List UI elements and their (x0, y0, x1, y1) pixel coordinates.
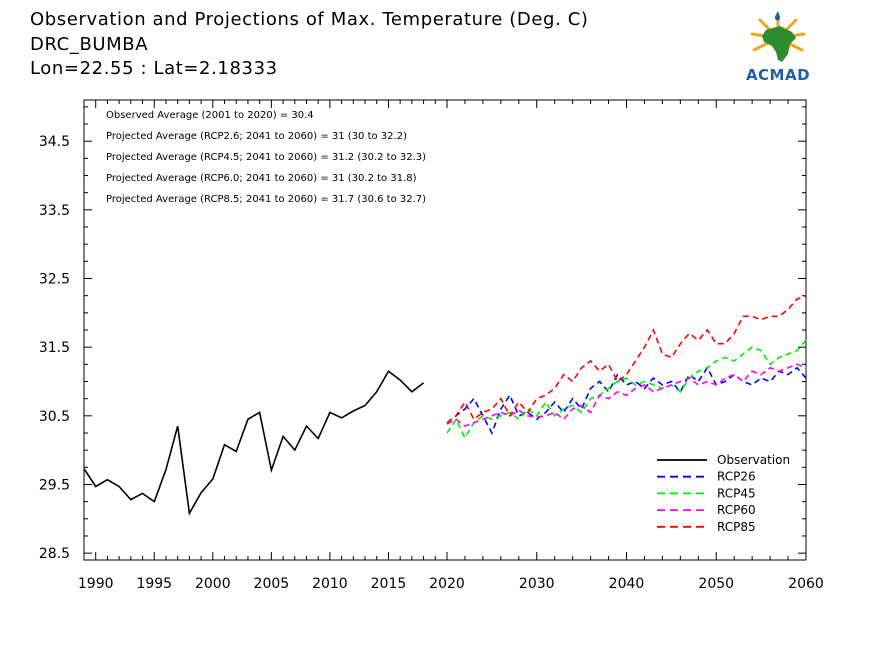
series-line-rcp85 (446, 294, 807, 424)
legend-label: RCP45 (717, 486, 756, 500)
x-tick-label: 2030 (519, 576, 555, 592)
x-tick-label: 1990 (78, 576, 114, 592)
legend-label: Observation (717, 453, 790, 467)
series-line-rcp45 (446, 339, 807, 440)
y-tick-label: 30.5 (39, 409, 70, 425)
plot-frame (83, 99, 807, 561)
y-tick-label: 34.5 (39, 134, 70, 150)
series-line-rcp26 (446, 366, 807, 435)
x-tick-label: 2020 (429, 576, 465, 592)
y-tick-label: 28.5 (39, 546, 70, 562)
acmad-logo: ACMAD (738, 8, 818, 84)
chart-axes: 28.5 29.5 30.5 31.5 32.5 33.5 34.5 1990 1995 2000… (39, 99, 824, 592)
series-line-observation (83, 370, 425, 516)
x-tick-label: 2050 (698, 576, 734, 592)
x-tick-label: 2015 (371, 576, 407, 592)
legend-label: RCP60 (717, 503, 756, 517)
x-tick-label: 2040 (609, 576, 645, 592)
y-tick-label: 33.5 (39, 203, 70, 219)
legend-label: RCP85 (717, 520, 756, 534)
annotation-line: Projected Average (RCP6.0; 2041 to 2060)… (106, 173, 417, 184)
station-name: DRC_BUMBA (30, 34, 149, 55)
annotation-line: Projected Average (RCP2.6; 2041 to 2060)… (106, 131, 407, 142)
annotation-line: Projected Average (RCP4.5; 2041 to 2060)… (106, 152, 426, 163)
x-tick-label: 1995 (136, 576, 172, 592)
series-line-rcp60 (446, 363, 807, 428)
chart-annotations: Observed Average (2001 to 2020) = 30.4 Pr… (106, 110, 426, 205)
station-coords: Lon=22.55 : Lat=2.18333 (30, 58, 278, 79)
x-tick-label: 2010 (312, 576, 348, 592)
y-tick-label: 32.5 (39, 272, 70, 288)
legend-label: RCP26 (717, 470, 756, 484)
y-tick-label: 31.5 (39, 340, 70, 356)
x-tick-label: 2000 (195, 576, 231, 592)
x-tick-label: 2060 (788, 576, 824, 592)
africa-logo-icon (750, 11, 806, 62)
chart-title: Observation and Projections of Max. Temp… (30, 9, 589, 30)
logo-text: ACMAD (745, 66, 811, 84)
y-tick-label: 29.5 (39, 477, 70, 493)
chart-legend: Observation RCP26 RCP45 RCP60 RCP85 (657, 453, 790, 534)
x-tick-label: 2005 (254, 576, 290, 592)
annotation-line: Observed Average (2001 to 2020) = 30.4 (106, 110, 314, 121)
annotation-line: Projected Average (RCP8.5; 2041 to 2060)… (106, 194, 426, 205)
chart-series (83, 294, 807, 516)
